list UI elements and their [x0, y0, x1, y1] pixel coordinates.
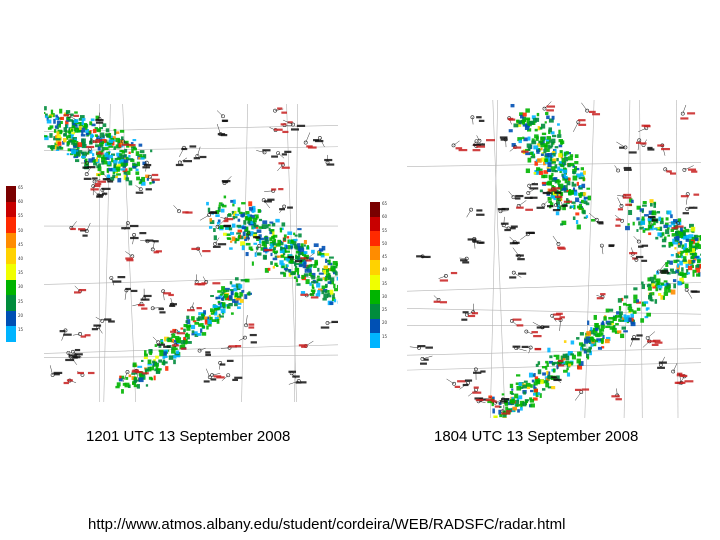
- legend-tick: 50: [18, 227, 24, 233]
- legend-tick: 60: [382, 214, 388, 220]
- legend-swatch: [6, 279, 16, 296]
- legend-swatch: [6, 295, 16, 311]
- legend-tick: 45: [382, 254, 388, 260]
- legend-swatch: [6, 232, 16, 249]
- legend-swatch: [370, 245, 380, 261]
- surface-station-plots: [409, 101, 700, 415]
- map-caption-left: 1201 UTC 13 September 2008: [86, 428, 291, 445]
- legend-tick: 55: [18, 213, 24, 219]
- radar-reflectivity: [487, 103, 701, 418]
- legend-tick: 40: [382, 267, 388, 273]
- legend-tick: 45: [18, 241, 24, 247]
- legend-tick: 35: [18, 270, 24, 276]
- legend-tick-labels: 65 60 55 50 45 40 35 30 25 20 15: [382, 201, 388, 348]
- legend-tick: 25: [18, 298, 24, 304]
- legend-tick: 20: [18, 312, 24, 318]
- legend-swatch: [370, 274, 380, 290]
- legend-tick: 30: [18, 284, 24, 290]
- legend-tick: 65: [18, 185, 24, 190]
- legend-tick: 35: [382, 280, 388, 286]
- legend-tick-labels: 65 60 55 50 45 40 35 30 25 20 15: [18, 185, 24, 342]
- radar-map-canvas: [44, 104, 338, 402]
- radar-surface-map-1804utc: [407, 100, 701, 418]
- legend-swatch: [370, 304, 380, 319]
- legend-tick: 15: [18, 326, 24, 332]
- legend-swatch: [370, 333, 380, 348]
- legend-tick: 50: [382, 240, 388, 246]
- legend-swatch: [370, 260, 380, 275]
- legend-tick: 55: [382, 227, 388, 233]
- legend-swatch: [370, 216, 380, 232]
- legend-tick: 30: [382, 293, 388, 299]
- radar-surface-map-1201utc: [44, 104, 338, 402]
- legend-color-bar: [370, 202, 380, 348]
- legend-tick: 25: [382, 307, 388, 313]
- legend-swatch: [370, 202, 380, 217]
- legend-swatch: [370, 318, 380, 334]
- legend-tick: 40: [18, 255, 24, 261]
- legend-tick: 15: [382, 333, 388, 339]
- legend-swatch: [6, 263, 16, 280]
- legend-swatch: [6, 248, 16, 264]
- legend-swatch: [370, 231, 380, 246]
- radar-color-legend-right: 65 60 55 50 45 40 35 30 25 20 15: [366, 201, 396, 348]
- legend-swatch: [6, 310, 16, 327]
- source-url-link[interactable]: http://www.atmos.albany.edu/student/cord…: [88, 516, 566, 533]
- legend-swatch: [6, 186, 16, 202]
- radar-color-legend-left: 65 60 55 50 45 40 35 30 25 20 15: [2, 185, 32, 342]
- legend-color-bar: [6, 186, 16, 342]
- legend-swatch: [6, 217, 16, 233]
- legend-swatch: [6, 201, 16, 218]
- map-caption-right: 1804 UTC 13 September 2008: [434, 428, 639, 445]
- legend-swatch: [6, 326, 16, 342]
- legend-swatch: [370, 289, 380, 305]
- surface-station-plots: [49, 107, 338, 385]
- legend-tick: 60: [18, 199, 24, 205]
- legend-tick: 65: [382, 201, 388, 206]
- radar-map-canvas: [407, 100, 701, 418]
- legend-tick: 20: [382, 320, 388, 326]
